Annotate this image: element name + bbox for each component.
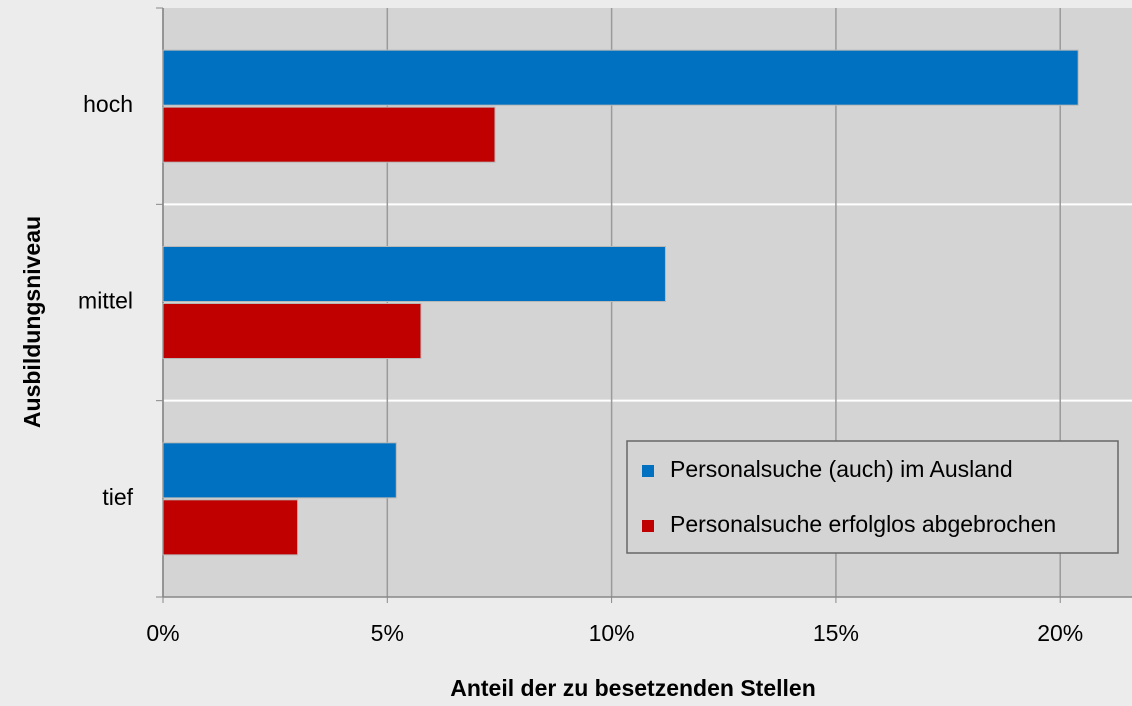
y-tick-label: tief [102,484,133,510]
bar [162,106,496,163]
legend-box [626,440,1119,554]
legend-label: Personalsuche erfolglos abgebrochen [670,511,1056,537]
bar [162,303,422,359]
bar [162,246,666,302]
x-tick-label: 5% [371,620,404,646]
bar [162,49,1079,106]
x-tick-label: 20% [1037,620,1083,646]
legend-swatch [642,465,654,477]
y-tick-label: hoch [83,91,133,117]
y-axis-label: Ausbildungsniveau [19,216,45,428]
x-tick-label: 15% [813,620,859,646]
bar [162,442,397,499]
x-axis-label: Anteil der zu besetzenden Stellen [450,675,816,701]
legend-label: Personalsuche (auch) im Ausland [670,456,1013,482]
bar [162,499,299,556]
x-tick-label: 10% [589,620,635,646]
x-tick-label: 0% [146,620,179,646]
legend-swatch [642,520,654,532]
y-tick-label: mittel [78,288,133,314]
